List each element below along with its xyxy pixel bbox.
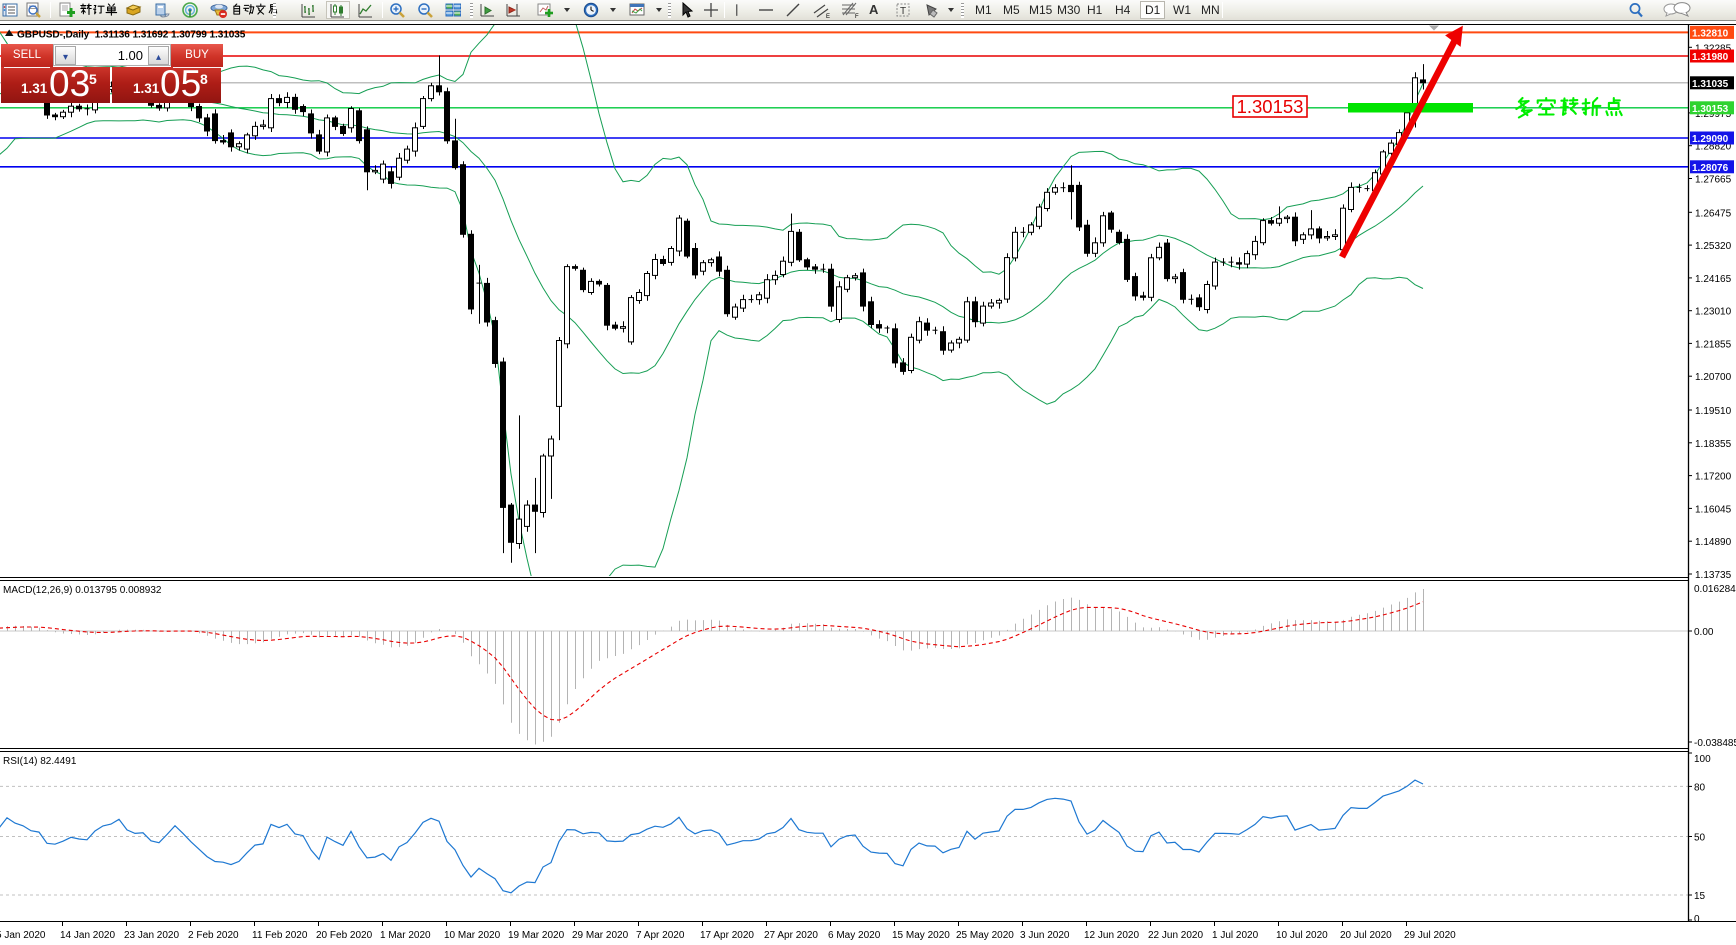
svg-text:3 Jun 2020: 3 Jun 2020 bbox=[1020, 930, 1070, 941]
svg-text:2 Feb 2020: 2 Feb 2020 bbox=[188, 930, 239, 941]
svg-text:25 May 2020: 25 May 2020 bbox=[956, 930, 1014, 941]
svg-text:MACD(12,26,9) 0.013795 0.00893: MACD(12,26,9) 0.013795 0.008932 bbox=[3, 585, 162, 596]
svg-text:1.20700: 1.20700 bbox=[1695, 372, 1732, 383]
svg-text:10 Mar 2020: 10 Mar 2020 bbox=[444, 930, 501, 941]
svg-text:50: 50 bbox=[1694, 833, 1706, 844]
svg-text:1.31035: 1.31035 bbox=[1692, 79, 1729, 90]
svg-text:-0.038485: -0.038485 bbox=[1694, 738, 1736, 749]
svg-text:80: 80 bbox=[1694, 782, 1706, 793]
svg-text:1.23010: 1.23010 bbox=[1695, 307, 1732, 318]
svg-text:19 Mar 2020: 19 Mar 2020 bbox=[508, 930, 565, 941]
svg-text:1.30153: 1.30153 bbox=[1237, 96, 1304, 117]
svg-text:1.30153: 1.30153 bbox=[1692, 104, 1729, 115]
svg-text:F: F bbox=[855, 14, 859, 19]
svg-text:1.17200: 1.17200 bbox=[1695, 472, 1732, 483]
svg-text:1.24165: 1.24165 bbox=[1695, 274, 1732, 285]
svg-text:11 Feb 2020: 11 Feb 2020 bbox=[252, 930, 308, 941]
svg-text:27 Apr 2020: 27 Apr 2020 bbox=[764, 930, 818, 941]
svg-text:1.27665: 1.27665 bbox=[1695, 175, 1732, 186]
svg-text:T: T bbox=[900, 6, 906, 17]
svg-text:1.13735: 1.13735 bbox=[1695, 570, 1732, 581]
svg-text:1.29975: 1.29975 bbox=[1695, 109, 1732, 120]
svg-text:1.28820: 1.28820 bbox=[1695, 142, 1732, 153]
svg-text:RSI(14) 82.4491: RSI(14) 82.4491 bbox=[3, 756, 77, 767]
svg-text:7 Apr 2020: 7 Apr 2020 bbox=[636, 930, 685, 941]
svg-text:29 Jul 2020: 29 Jul 2020 bbox=[1404, 930, 1456, 941]
svg-text:1.32810: 1.32810 bbox=[1692, 29, 1729, 40]
svg-text:17 Apr 2020: 17 Apr 2020 bbox=[700, 930, 754, 941]
svg-text:0.016284: 0.016284 bbox=[1694, 584, 1736, 595]
svg-text:15 May 2020: 15 May 2020 bbox=[892, 930, 950, 941]
svg-text:1.26475: 1.26475 bbox=[1695, 208, 1732, 219]
svg-text:1.29090: 1.29090 bbox=[1692, 134, 1729, 145]
svg-text:20 Feb 2020: 20 Feb 2020 bbox=[316, 930, 373, 941]
svg-text:1.21855: 1.21855 bbox=[1695, 339, 1732, 350]
svg-text:100: 100 bbox=[1694, 754, 1711, 765]
svg-text:20 Jul 2020: 20 Jul 2020 bbox=[1340, 930, 1392, 941]
svg-text:1.25320: 1.25320 bbox=[1695, 241, 1732, 252]
svg-text:1.16045: 1.16045 bbox=[1695, 504, 1732, 515]
svg-text:14 Jan 2020: 14 Jan 2020 bbox=[60, 930, 115, 941]
svg-text:1 Jul 2020: 1 Jul 2020 bbox=[1212, 930, 1259, 941]
svg-text:0.00: 0.00 bbox=[1694, 627, 1714, 638]
svg-text:E: E bbox=[826, 14, 830, 19]
svg-text:1.28076: 1.28076 bbox=[1692, 163, 1729, 174]
svg-text:1.32285: 1.32285 bbox=[1695, 43, 1732, 54]
svg-text:15: 15 bbox=[1694, 891, 1706, 902]
svg-text:1.19510: 1.19510 bbox=[1695, 406, 1732, 417]
svg-text:1.31980: 1.31980 bbox=[1692, 52, 1729, 63]
svg-text:10 Jul 2020: 10 Jul 2020 bbox=[1276, 930, 1328, 941]
svg-text:29 Mar 2020: 29 Mar 2020 bbox=[572, 930, 629, 941]
svg-text:5 Jan 2020: 5 Jan 2020 bbox=[0, 930, 46, 941]
svg-text:GBPUSD-,Daily 1.31136 1.31692: GBPUSD-,Daily 1.31136 1.31692 1.30799 1.… bbox=[17, 30, 246, 41]
svg-text:22 Jun 2020: 22 Jun 2020 bbox=[1148, 930, 1203, 941]
svg-text:23 Jan 2020: 23 Jan 2020 bbox=[124, 930, 179, 941]
svg-text:1.18355: 1.18355 bbox=[1695, 439, 1732, 450]
svg-text:12 Jun 2020: 12 Jun 2020 bbox=[1084, 930, 1139, 941]
svg-text:1 Mar 2020: 1 Mar 2020 bbox=[380, 930, 431, 941]
svg-text:6 May 2020: 6 May 2020 bbox=[828, 930, 881, 941]
svg-text:0: 0 bbox=[1694, 914, 1700, 925]
svg-text:1.14890: 1.14890 bbox=[1695, 537, 1732, 548]
